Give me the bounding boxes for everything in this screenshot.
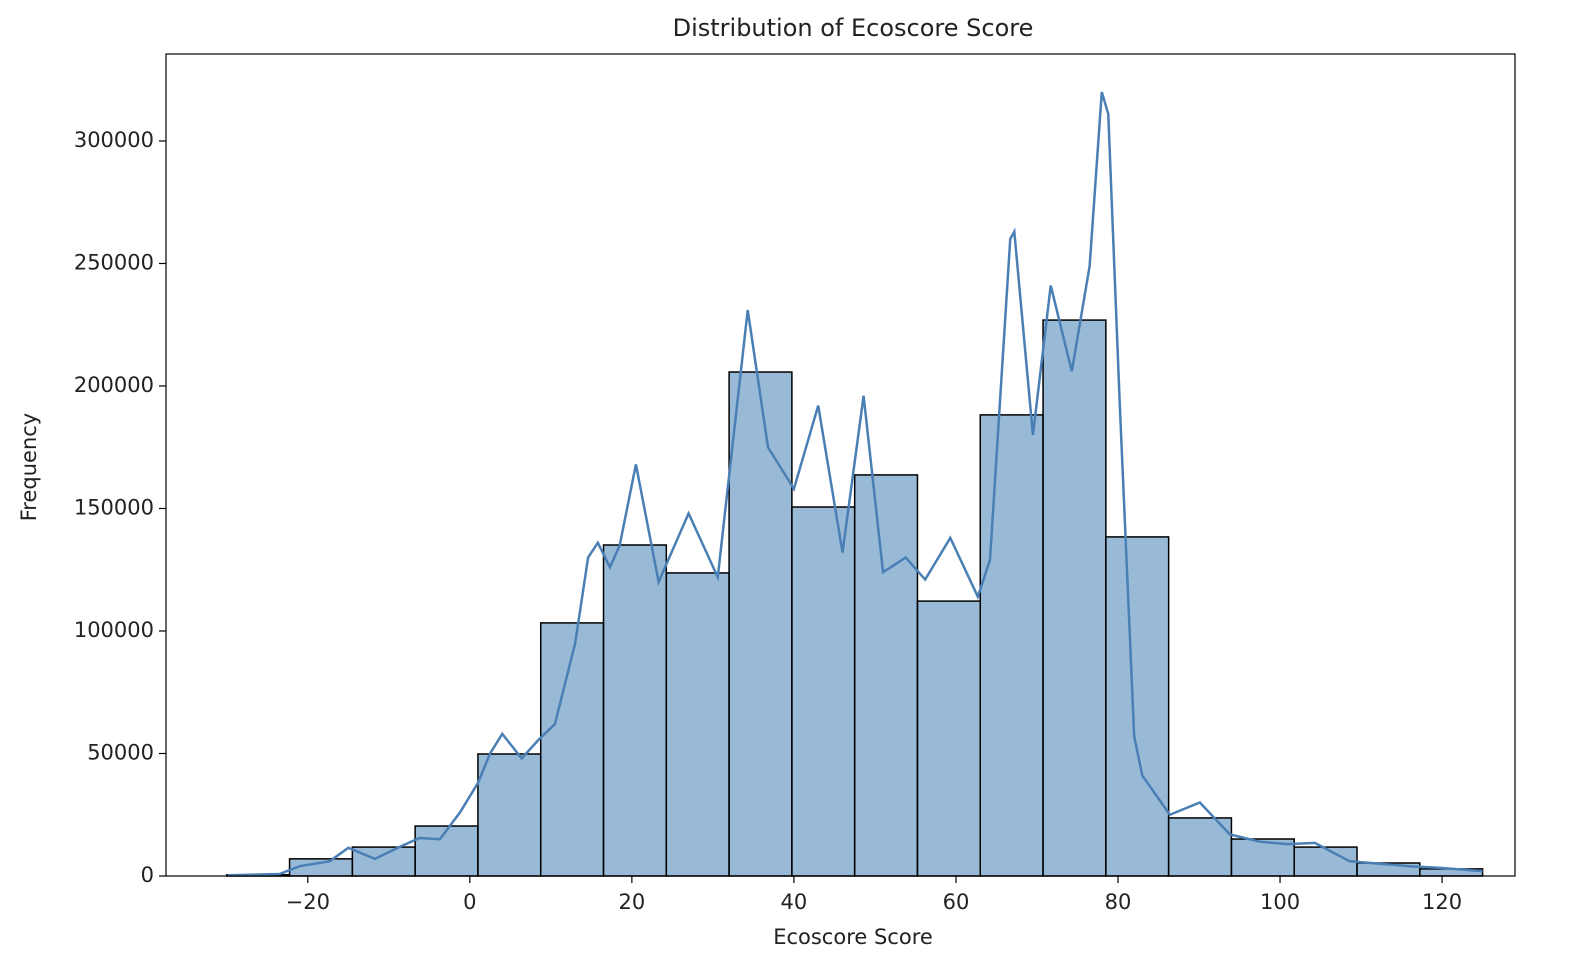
- bar: [979, 414, 1044, 877]
- x-tick-label: 60: [943, 890, 970, 914]
- bar: [539, 622, 605, 877]
- x-axis-label: Ecoscore Score: [773, 925, 933, 949]
- y-tick-label: 250000: [74, 250, 154, 274]
- x-tick-label: 40: [781, 890, 808, 914]
- x-tick-label: 100: [1260, 890, 1300, 914]
- x-tick-label: 120: [1422, 890, 1462, 914]
- x-tick-label: 80: [1105, 890, 1132, 914]
- bar: [351, 846, 416, 877]
- y-tick-label: 100000: [74, 618, 154, 642]
- bar: [1042, 319, 1107, 877]
- chart-title: Distribution of Ecoscore Score: [673, 14, 1034, 42]
- plot-frame: [165, 53, 1516, 877]
- y-tick-label: 50000: [87, 740, 154, 764]
- y-tick-label: 0: [141, 863, 154, 887]
- x-tick-label: 0: [463, 890, 476, 914]
- bar: [791, 506, 856, 877]
- bar: [916, 600, 982, 877]
- bar: [728, 371, 793, 877]
- x-tick-label: 20: [619, 890, 646, 914]
- y-tick-label: 150000: [74, 495, 154, 519]
- x-tick-label: −20: [286, 890, 330, 914]
- bar: [602, 544, 668, 877]
- bar: [853, 474, 919, 877]
- kde-line: [227, 91, 1483, 877]
- y-axis-label: Frequency: [17, 413, 41, 522]
- y-tick-label: 200000: [74, 373, 154, 397]
- bar: [665, 572, 730, 877]
- bar: [414, 825, 479, 877]
- bar: [477, 753, 542, 877]
- bar: [1167, 817, 1233, 877]
- y-tick-label: 300000: [74, 128, 154, 152]
- bar: [1105, 536, 1170, 877]
